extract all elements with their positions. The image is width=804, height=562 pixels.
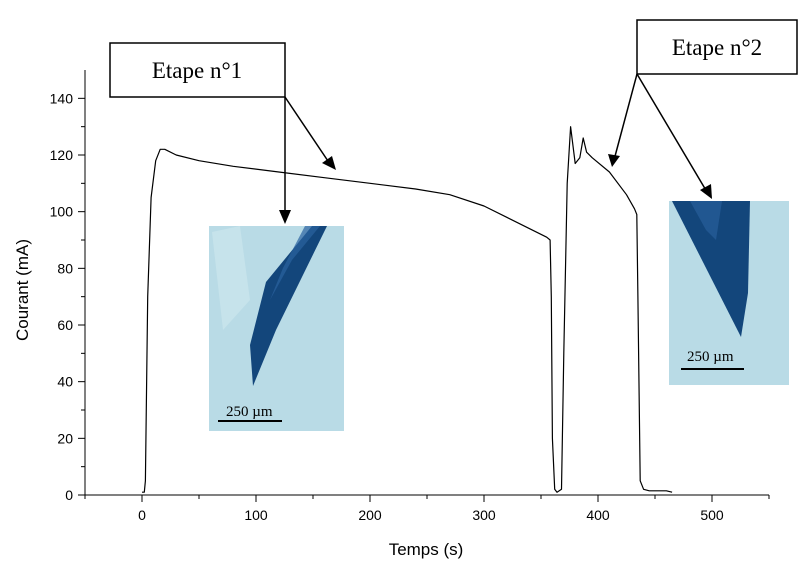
- callout-etape-2: Etape n°2: [608, 19, 798, 199]
- scale-label-1: 250 µm: [226, 404, 273, 420]
- y-tick-label: 140: [50, 90, 74, 106]
- x-tick-label: 500: [700, 507, 724, 523]
- x-tick-label: 0: [138, 507, 146, 523]
- callout-label-1: Etape n°1: [152, 58, 242, 83]
- y-tick-label: 60: [57, 317, 73, 333]
- callout-2-arrowhead-inset: [700, 184, 712, 199]
- tick-labels: 0 100 200 300 400 500 0 20 40 60 80 100 120 140: [50, 90, 724, 523]
- x-tick-label: 400: [586, 507, 610, 523]
- x-axis-title: Temps (s): [389, 540, 464, 559]
- series-line-1: [142, 126, 673, 493]
- callout-1-arrow-curve: [284, 96, 331, 165]
- y-tick-label: 0: [65, 487, 73, 503]
- y-tick-label: 120: [50, 147, 74, 163]
- callout-box-1: [109, 42, 286, 98]
- callout-2-arrow-inset: [636, 73, 708, 193]
- y-tick-label: 100: [50, 204, 74, 220]
- callout-1-arrowhead-down: [279, 210, 291, 224]
- series: [142, 126, 673, 493]
- scale-label-2: 250 µm: [687, 349, 734, 365]
- micrograph-inset-2: 250 µm: [669, 201, 789, 385]
- callout-etape-1: Etape n°1: [109, 42, 336, 224]
- y-tick-label: 40: [57, 374, 73, 390]
- callout-2-arrowhead-curve: [608, 154, 620, 167]
- callout-2-arrow-curve: [613, 73, 638, 161]
- x-tick-label: 300: [472, 507, 496, 523]
- y-tick-label: 80: [57, 260, 73, 276]
- micrograph-inset-1: 250 µm: [209, 226, 344, 431]
- callout-box-2: [636, 19, 798, 75]
- y-axis-title: Courant (mA): [13, 239, 32, 341]
- axes: [84, 70, 769, 496]
- callout-label-2: Etape n°2: [672, 35, 762, 60]
- tick-marks: [78, 97, 770, 502]
- callout-1-arrowhead-curve: [322, 156, 336, 170]
- x-tick-label: 100: [244, 507, 268, 523]
- x-tick-label: 200: [358, 507, 382, 523]
- y-tick-label: 20: [57, 430, 73, 446]
